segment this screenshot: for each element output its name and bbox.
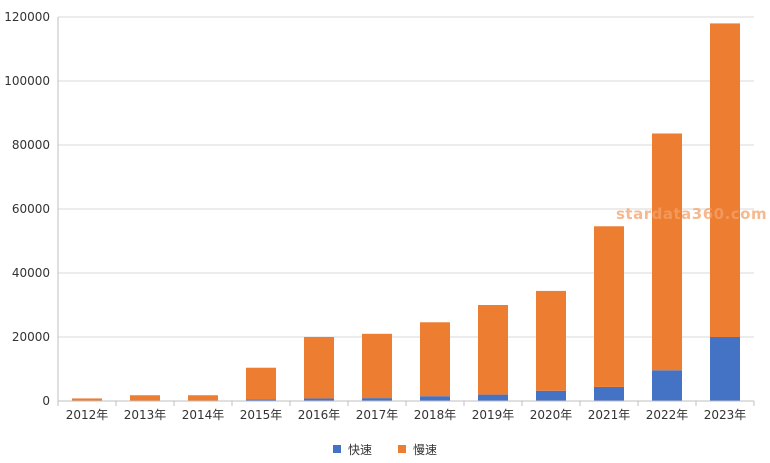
y-tick-label: 20000	[12, 330, 50, 344]
x-tick-label: 2019年	[472, 408, 515, 422]
bar-slow-3	[246, 367, 276, 400]
bar-slow-7	[478, 305, 508, 395]
y-tick-label: 40000	[12, 266, 50, 280]
x-tick-label: 2016年	[298, 408, 341, 422]
watermark: stardata360.com	[616, 205, 768, 223]
legend-label-0: 快速	[348, 443, 372, 457]
legend: 快速 慢速	[333, 443, 437, 457]
bar-slow-8	[536, 290, 566, 391]
bar-slow-9	[594, 226, 624, 387]
x-tick-label: 2012年	[66, 408, 109, 422]
x-tick-label: 2015年	[240, 408, 283, 422]
y-tick-label: 0	[42, 394, 50, 408]
y-tick-label: 120000	[4, 10, 50, 24]
bar-fast-11	[710, 337, 740, 401]
bars	[72, 23, 740, 401]
y-tick-label: 100000	[4, 74, 50, 88]
bar-fast-3	[246, 399, 276, 401]
x-tick-label: 2022年	[646, 408, 689, 422]
y-axis-ticks: 0 20000 40000 60000 80000 100000 120000	[4, 10, 50, 408]
bar-slow-10	[652, 133, 682, 371]
bar-fast-5	[362, 398, 392, 401]
bar-slow-11	[710, 23, 740, 338]
y-tick-label: 80000	[12, 138, 50, 152]
legend-label-1: 慢速	[413, 443, 437, 457]
bar-fast-4	[304, 398, 334, 401]
legend-swatch-1	[398, 445, 406, 453]
bar-slow-2	[188, 395, 218, 401]
x-tick-label: 2017年	[356, 408, 399, 422]
bar-slow-0	[72, 398, 102, 401]
bar-fast-10	[652, 370, 682, 401]
bar-slow-1	[130, 395, 160, 401]
bar-slow-5	[362, 333, 392, 399]
y-tick-label: 60000	[12, 202, 50, 216]
x-tick-label: 2020年	[530, 408, 573, 422]
bar-fast-7	[478, 394, 508, 401]
x-tick-label: 2018年	[414, 408, 457, 422]
grid-lines	[58, 16, 754, 338]
bar-fast-8	[536, 390, 566, 401]
legend-swatch-0	[333, 445, 341, 453]
bar-slow-4	[304, 337, 334, 399]
x-tick-label: 2023年	[704, 408, 747, 422]
x-tick-label: 2021年	[588, 408, 631, 422]
x-tick-label: 2013年	[124, 408, 167, 422]
x-axis: 2012年 2013年 2014年 2015年 2016年 2017年 2018年 2019年…	[57, 17, 755, 422]
bar-fast-6	[420, 396, 450, 401]
bar-fast-9	[594, 386, 624, 401]
x-tick-label: 2014年	[182, 408, 225, 422]
bar-slow-6	[420, 322, 450, 397]
